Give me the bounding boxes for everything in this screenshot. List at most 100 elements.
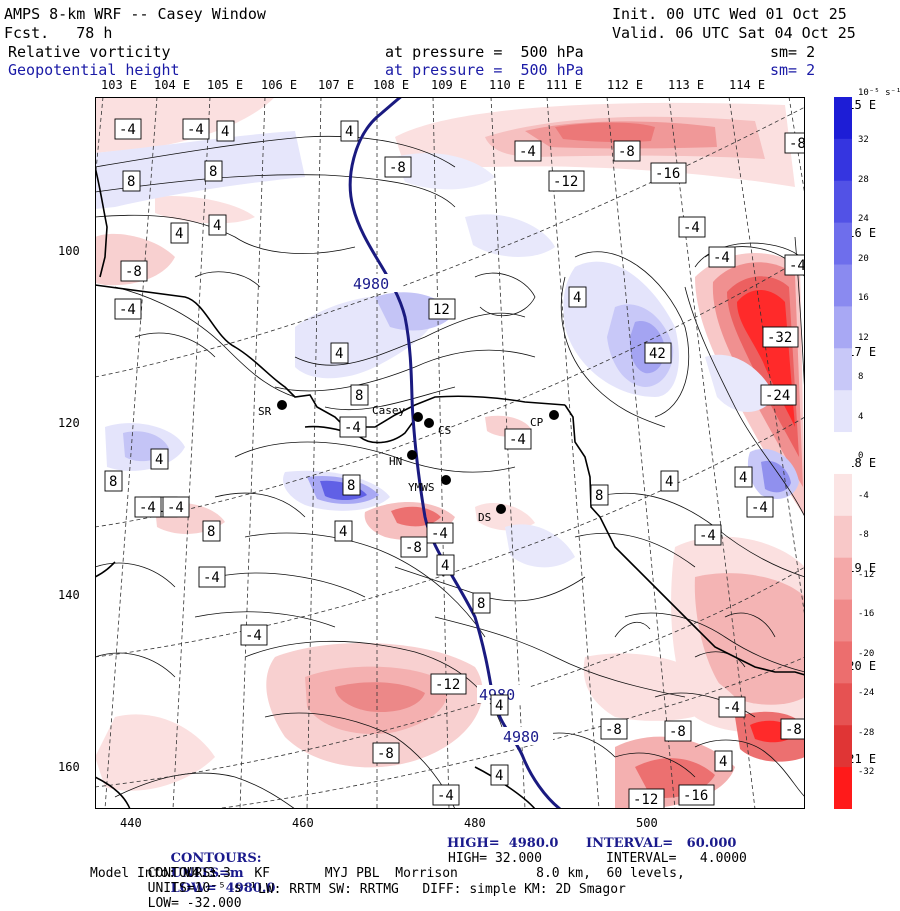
vorticity-label: -16 (683, 788, 708, 804)
colorbar-label: -4 (858, 490, 869, 501)
vorticity-label-box (134, 496, 162, 518)
colorbar-swatch (834, 473, 852, 517)
colorbar-label: 8 (858, 372, 864, 382)
vorticity-label-box (170, 222, 189, 244)
contour-interval: INTERVAL= 60.000 (586, 836, 737, 851)
colorbar-swatch (834, 264, 852, 307)
x-axis-label: 460 (292, 816, 314, 830)
forecast-hour: Fcst. 78 h (4, 24, 113, 42)
vorticity-label: -12 (553, 174, 578, 190)
vorticity-label: -8 (377, 746, 394, 762)
vorticity-label-box (372, 742, 400, 764)
vorticity-label: -4 (431, 526, 448, 542)
lon-label: 111 E (546, 78, 583, 92)
vorticity-label-box (784, 254, 805, 276)
vorticity-label: 42 (649, 346, 666, 362)
colorbar-label: 0 (858, 451, 864, 461)
colorbar-swatch (834, 515, 852, 559)
contour2-high: HIGH= 32.000 (448, 851, 542, 866)
init-time: Init. 00 UTC Wed 01 Oct 25 (612, 5, 847, 23)
vorticity-label-box (350, 384, 369, 406)
colorbar-label: 4 (858, 411, 864, 422)
station-marker-casey (413, 412, 423, 422)
vorticity-label: -12 (435, 677, 460, 693)
vorticity-label-box (714, 750, 733, 772)
var2-smooth: sm= 2 (770, 61, 816, 79)
var2-level: at pressure = 500 hPa (385, 61, 584, 79)
vorticity-label: 4 (213, 218, 221, 234)
y-axis-label: 100 (58, 244, 80, 258)
vorticity-label-box (342, 474, 361, 496)
vorticity-label: -4 (119, 122, 136, 138)
vorticity-label: -4 (723, 700, 740, 716)
lon-label: 108 E (373, 78, 410, 92)
vorticity-label-box (678, 784, 715, 806)
vorticity-label-box (548, 170, 585, 192)
vorticity-label-box (718, 696, 746, 718)
vorticity-label-box (490, 764, 509, 786)
vorticity-label-box (400, 536, 428, 558)
vorticity-label-box (150, 448, 169, 470)
colorbar-label: 12 (858, 332, 869, 343)
lon-label: 110 E (489, 78, 526, 92)
var1-smooth: sm= 2 (770, 43, 816, 61)
vorticity-label-box (762, 326, 799, 348)
vorticity-label-box (428, 298, 456, 320)
y-axis-label: 120 (58, 416, 80, 430)
positive-vorticity-shading (95, 131, 799, 568)
vorticity-label-box (339, 416, 367, 438)
station-label-cs: CS (438, 424, 451, 437)
colorbar-label: -16 (858, 609, 875, 619)
vorticity-label-box (628, 788, 665, 809)
vorticity-label-box (784, 132, 805, 154)
colorbar-swatch (834, 432, 852, 475)
vorticity-label: -4 (713, 250, 730, 266)
vorticity-label-box (114, 118, 142, 140)
vorticity-label: 4 (441, 558, 449, 574)
vorticity-label: -4 (789, 258, 805, 274)
vorticity-label-box (780, 718, 805, 740)
colorbar-label: 16 (858, 293, 869, 303)
height-label: 4980 (353, 275, 389, 293)
var2-name: Geopotential height (8, 61, 180, 79)
colorbar-label: -8 (858, 530, 869, 540)
vorticity-label: 8 (207, 524, 215, 540)
vorticity-label: 4 (719, 754, 727, 770)
vorticity-label-box (664, 720, 692, 742)
vorticity-label: -4 (509, 432, 526, 448)
vorticity-label-box (432, 784, 460, 806)
x-axis-label: 500 (636, 816, 658, 830)
vorticity-label: 4 (495, 768, 503, 784)
vorticity-label: -4 (119, 302, 136, 318)
vorticity-label-box (590, 484, 609, 506)
vorticity-label-box (114, 298, 142, 320)
vorticity-label-box (334, 520, 353, 542)
vorticity-label: -8 (789, 136, 805, 152)
vorticity-label: 8 (477, 596, 485, 612)
vorticity-label: -4 (139, 500, 156, 516)
colorbar-label: 28 (858, 174, 869, 185)
contour2-units: UNITS=10⁻⁵ s⁻¹ (147, 881, 258, 896)
vorticity-label-box (694, 524, 722, 546)
var1-level: at pressure = 500 hPa (385, 43, 584, 61)
vorticity-label-box (490, 694, 509, 716)
vorticity-label-box (644, 342, 672, 364)
contour-heading: CONTOURS: (170, 851, 262, 866)
colorbar-swatch (834, 97, 852, 140)
colorbar-swatch (834, 180, 852, 224)
colorbar-label: -24 (858, 688, 875, 698)
vorticity-label: -8 (389, 160, 406, 176)
colorbar (834, 97, 852, 809)
vorticity-label: 4 (221, 124, 229, 140)
vorticity-label-box (198, 566, 226, 588)
station-label-ymws: YMWS (408, 481, 435, 494)
vorticity-label-box (436, 554, 455, 576)
vorticity-label-box (104, 470, 123, 492)
colorbar-label: -28 (858, 727, 875, 738)
vorticity-label: -8 (785, 722, 802, 738)
contour2-interval: INTERVAL= 4.0000 (606, 851, 747, 866)
vorticity-label: -4 (437, 788, 454, 804)
vorticity-label: -8 (405, 540, 422, 556)
vorticity-label-box (708, 246, 736, 268)
vorticity-label: 12 (433, 302, 450, 318)
